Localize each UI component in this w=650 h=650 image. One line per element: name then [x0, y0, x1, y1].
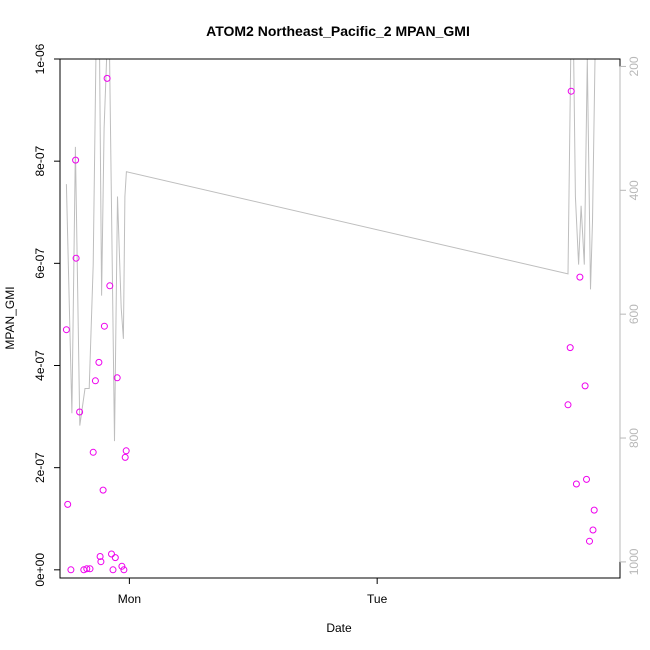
y2-tick-label: 200: [627, 56, 641, 76]
data-point: [108, 550, 115, 558]
y2-axis: 200 400 600 800 1000: [619, 56, 641, 575]
data-point: [121, 453, 129, 461]
data-point: [576, 273, 584, 281]
data-point: [106, 282, 114, 290]
y2-tick-label: 400: [627, 180, 641, 200]
data-point: [589, 526, 597, 534]
data-point: [72, 156, 80, 164]
data-point: [583, 475, 590, 483]
data-point: [113, 374, 121, 382]
data-point: [581, 382, 589, 390]
y-tick-label: 8e-07: [33, 145, 47, 176]
data-point: [572, 480, 580, 488]
y2-tick-label: 600: [627, 304, 641, 324]
data-point: [91, 377, 99, 385]
data-point: [122, 447, 130, 455]
chart-title: ATOM2 Northeast_Pacific_2 MPAN_GMI: [206, 23, 470, 39]
y-tick-label: 2e-07: [33, 452, 47, 483]
data-point: [100, 322, 108, 330]
y-tick-label: 1e-06: [33, 43, 47, 74]
data-point: [86, 565, 94, 573]
data-point: [99, 486, 107, 494]
data-point: [111, 554, 119, 562]
data-point: [586, 537, 593, 545]
plot-frame: [59, 58, 621, 579]
y-axis-label: MPAN_GMI: [3, 286, 17, 349]
x-tick-label: Mon: [118, 592, 141, 606]
y-tick-label: 4e-07: [33, 350, 47, 381]
data-point: [97, 558, 105, 566]
x-tick-label: Tue: [367, 592, 388, 606]
y-tick-label: 6e-07: [33, 248, 47, 279]
x-axis-label: Date: [326, 621, 352, 635]
y-tick-label: 0e+00: [33, 553, 47, 587]
data-point: [76, 408, 84, 416]
data-point: [95, 358, 103, 366]
data-point: [590, 506, 598, 514]
x-axis: Mon Tue: [118, 577, 388, 606]
data-point: [89, 448, 97, 456]
y2-tick-label: 1000: [627, 548, 641, 575]
data-point: [103, 74, 111, 82]
data-point: [120, 566, 128, 574]
data-point: [64, 500, 72, 508]
data-point: [72, 254, 80, 262]
data-point: [109, 566, 117, 574]
y2-tick-label: 800: [627, 428, 641, 448]
data-point: [67, 566, 75, 574]
series-line: [65, 59, 601, 442]
data-point: [83, 565, 91, 573]
data-point: [564, 401, 572, 409]
y-axis: 0e+00 2e-07 4e-07 6e-07 8e-07 1e-06: [33, 43, 61, 587]
data-point: [567, 87, 575, 95]
data-point: [96, 553, 104, 560]
data-point: [566, 344, 574, 352]
data-point: [118, 562, 126, 570]
plot-layer: [62, 59, 601, 574]
data-point: [62, 326, 70, 334]
